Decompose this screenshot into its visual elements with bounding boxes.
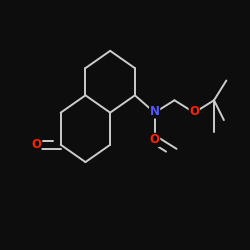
Text: N: N: [150, 105, 160, 118]
Text: O: O: [150, 133, 160, 146]
Text: O: O: [31, 138, 41, 151]
Text: O: O: [189, 105, 199, 118]
